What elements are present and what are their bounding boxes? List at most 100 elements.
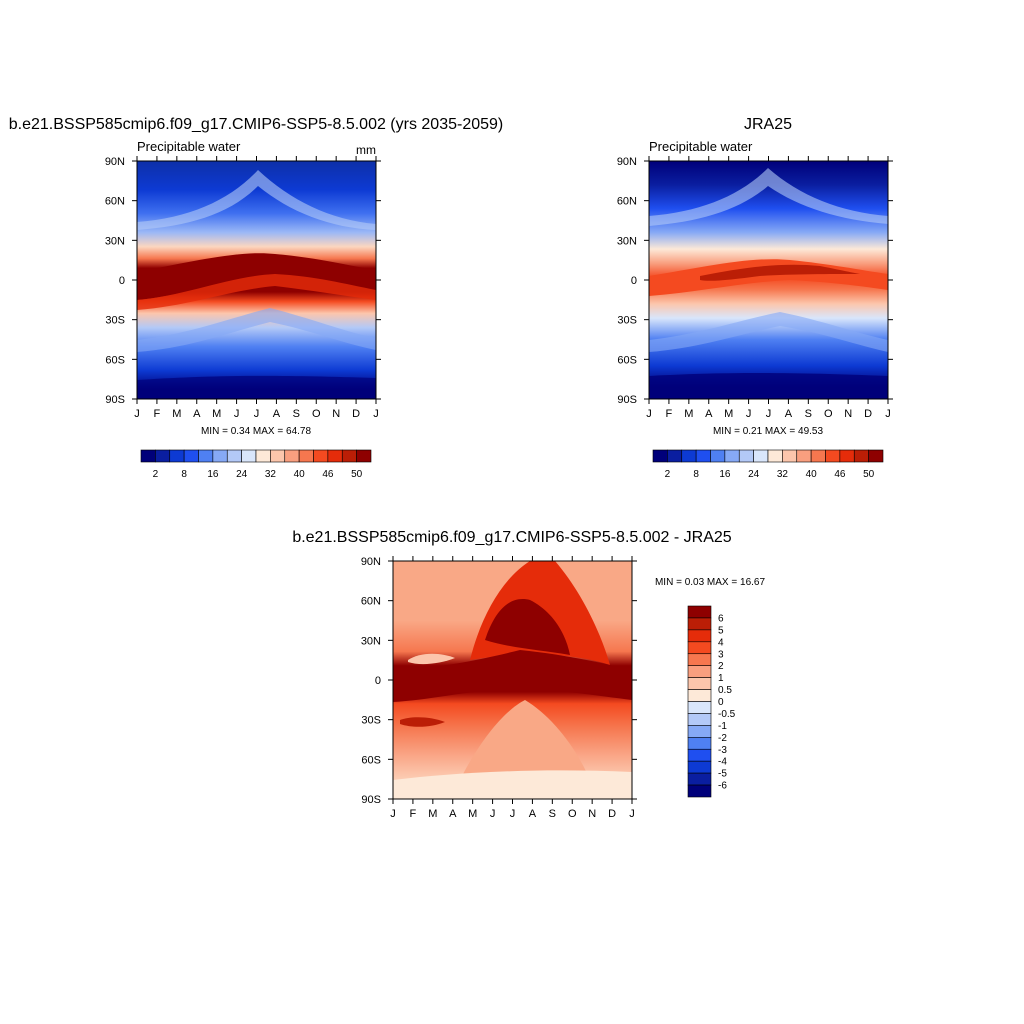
x-tick-label: J (373, 408, 379, 420)
colorbar-label: 24 (236, 469, 248, 480)
panel-model-units: mm (356, 143, 376, 157)
colorbar-label: 32 (777, 469, 789, 480)
colorbar-swatch (687, 629, 712, 643)
x-tick-label: J (885, 408, 891, 420)
colorbar-label: 24 (748, 469, 760, 480)
y-tick-label: 90N (361, 556, 381, 568)
x-tick-label: D (864, 408, 872, 420)
colorbar-swatch (356, 449, 372, 463)
x-tick-label: A (785, 408, 793, 420)
colorbar-swatch (853, 449, 869, 463)
colorbar-label: 8 (693, 469, 699, 480)
colorbar-label: -4 (718, 757, 727, 768)
colorbar-swatch (687, 725, 712, 738)
panel-jra25-colorbar: 2 8 16 24 32 40 46 50 (652, 449, 884, 480)
colorbar-swatch (298, 449, 314, 463)
x-tick-label: F (154, 408, 161, 420)
x-tick-label: N (844, 408, 852, 420)
y-tick-label: 30N (105, 235, 125, 247)
panel-model-colorbar: 2 8 16 24 32 40 46 50 (140, 449, 372, 480)
x-tick-label: S (805, 408, 812, 420)
y-tick-label: 30N (617, 235, 637, 247)
panel-model-subtitle: Precipitable water (137, 139, 241, 154)
colorbar-swatch (687, 737, 712, 750)
colorbar-swatch (687, 605, 712, 619)
colorbar-label: -2 (718, 733, 727, 744)
colorbar-label: 3 (718, 649, 724, 660)
y-tick-label: 90S (617, 394, 637, 406)
x-tick-label: O (568, 808, 577, 820)
colorbar-swatch (738, 449, 754, 463)
colorbar-swatch (687, 665, 712, 678)
x-tick-label: N (588, 808, 596, 820)
panel-model-minmax: MIN = 0.34 MAX = 64.78 (201, 426, 311, 437)
colorbar-swatch (810, 449, 826, 463)
panel-difference-minmax: MIN = 0.03 MAX = 16.67 (655, 577, 765, 588)
panel-jra25: JRA25 Precipitable water (648, 116, 889, 400)
y-tick-label: 0 (375, 675, 381, 687)
colorbar-swatch (782, 449, 798, 463)
y-tick-label: 0 (119, 275, 125, 287)
x-tick-label: J (746, 408, 752, 420)
colorbar-label: 50 (351, 469, 363, 480)
colorbar-swatch (724, 449, 740, 463)
colorbar-swatch (652, 449, 668, 463)
y-tick-label: 30S (617, 315, 637, 327)
colorbar-label: 50 (863, 469, 875, 480)
y-tick-label: 90S (361, 794, 381, 806)
x-tick-label: J (510, 808, 516, 820)
colorbar-swatch (687, 641, 712, 655)
x-tick-label: M (172, 408, 181, 420)
x-tick-label: J (629, 808, 635, 820)
colorbar-swatch (169, 449, 185, 463)
colorbar-swatch (839, 449, 855, 463)
x-tick-label: A (705, 408, 713, 420)
x-tick-label: J (490, 808, 496, 820)
colorbar-swatch (687, 653, 712, 666)
colorbar-label: 16 (207, 469, 219, 480)
y-tick-label: 60S (105, 354, 125, 366)
colorbar-swatch (687, 677, 712, 690)
colorbar-label: 2 (718, 661, 724, 672)
x-tick-label: N (332, 408, 340, 420)
y-tick-label: 0 (631, 275, 637, 287)
x-tick-label: M (428, 808, 437, 820)
y-tick-label: 30N (361, 635, 381, 647)
colorbar-label: -6 (718, 781, 727, 792)
x-tick-label: A (273, 408, 281, 420)
x-tick-label: J (234, 408, 240, 420)
panel-model-field (137, 161, 376, 399)
x-tick-label: D (352, 408, 360, 420)
colorbar-swatch (183, 449, 199, 463)
colorbar-swatch (667, 449, 683, 463)
colorbar-label: 4 (718, 637, 724, 648)
y-tick-label: 60N (361, 596, 381, 608)
x-tick-label: S (549, 808, 556, 820)
x-tick-label: J (390, 808, 396, 820)
panel-jra25-subtitle: Precipitable water (649, 139, 753, 154)
y-tick-label: 90N (617, 156, 637, 168)
colorbar-swatch (327, 449, 343, 463)
colorbar-swatch (767, 449, 783, 463)
colorbar-swatch (753, 449, 769, 463)
x-tick-label: M (684, 408, 693, 420)
colorbar-label: 0.5 (718, 685, 732, 696)
colorbar-swatch (825, 449, 841, 463)
y-tick-label: 60S (617, 354, 637, 366)
x-tick-label: A (449, 808, 457, 820)
colorbar-swatch (687, 701, 712, 714)
x-tick-label: M (212, 408, 221, 420)
x-tick-label: J (646, 408, 652, 420)
colorbar-swatch (687, 689, 712, 702)
x-tick-label: S (293, 408, 300, 420)
x-tick-label: J (134, 408, 140, 420)
colorbar-label: 40 (294, 469, 306, 480)
x-tick-label: A (193, 408, 201, 420)
colorbar-label: -0.5 (718, 709, 736, 720)
colorbar-label: 40 (806, 469, 818, 480)
colorbar-label: -3 (718, 745, 727, 756)
